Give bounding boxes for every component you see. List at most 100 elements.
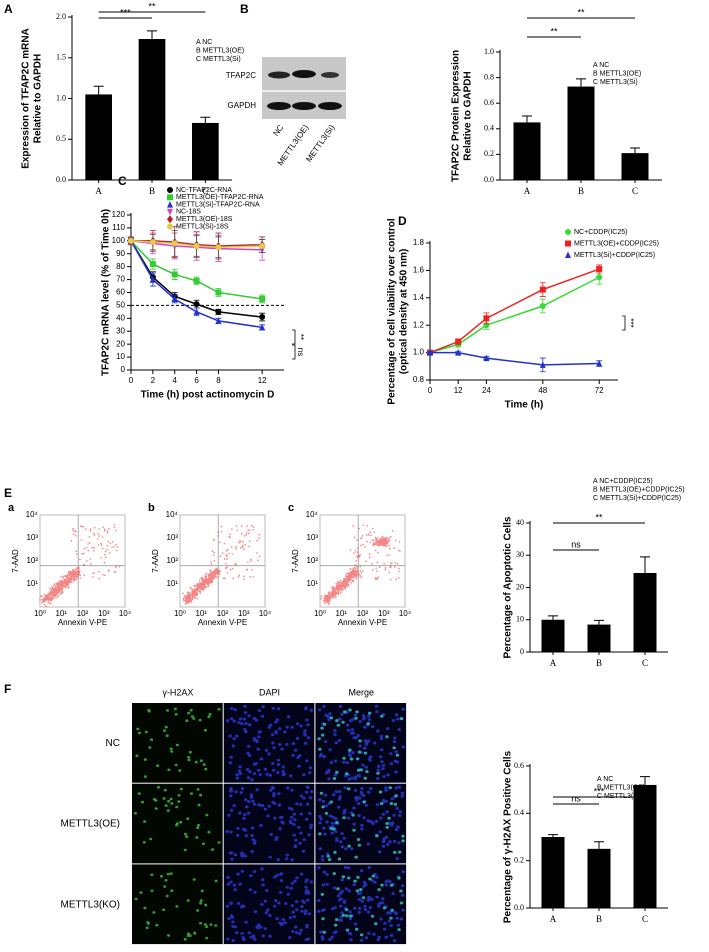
flow-x-tick-label: 10⁰ xyxy=(34,609,46,618)
x-tick-label: 0 xyxy=(129,376,134,385)
data-point xyxy=(596,360,603,367)
flow-y-label: 7-AAD xyxy=(11,549,20,573)
error-bar xyxy=(200,116,211,123)
data-point xyxy=(483,354,490,362)
flow-x-tick-label: 10⁰ xyxy=(314,609,326,618)
y-tick-label: 40 xyxy=(516,518,524,527)
flow-x-tick-label: 10¹ xyxy=(55,609,67,618)
data-point xyxy=(128,237,134,244)
flow-x-tick-label: 10² xyxy=(217,609,229,618)
legend-text: NC-TFAP2C-RNA xyxy=(176,187,232,194)
y-tick-label: 0.6 xyxy=(514,761,524,770)
data-point xyxy=(427,349,433,356)
legend-text: NC-18S xyxy=(176,209,201,216)
y-axis-label: TFAP2C Protein Expression xyxy=(451,50,462,182)
legend-text: METTL3(OE)-TFAP2C-RNA xyxy=(176,194,264,201)
flow-y-tick-label: 10³ xyxy=(166,533,178,542)
micrograph xyxy=(132,864,223,945)
data-point xyxy=(539,303,546,310)
significance-bracket xyxy=(292,344,296,360)
x-tick-label: 12 xyxy=(454,386,463,395)
y-tick-label: 1.0 xyxy=(56,93,66,102)
x-tick-label: 4 xyxy=(172,376,177,385)
nuclei xyxy=(134,872,218,941)
data-point xyxy=(193,277,200,284)
blot-row-label: TFAP2C xyxy=(226,71,256,80)
nuclei xyxy=(317,785,405,862)
panel-letter: B xyxy=(240,2,249,16)
data-point xyxy=(171,295,178,302)
flow-x-tick-label: 10⁴ xyxy=(399,609,412,618)
legend-text: METTL3(Si)-18S xyxy=(176,223,229,230)
flow-x-label: Annexin V-PE xyxy=(198,618,247,627)
flow-x-label: Annexin V-PE xyxy=(338,618,387,627)
significance-label: ** xyxy=(550,26,558,36)
legend-marker xyxy=(167,215,173,224)
x-tick-label: B xyxy=(149,186,155,196)
x-tick-label: B xyxy=(596,914,602,924)
x-tick-label: 72 xyxy=(595,386,604,395)
nuclei xyxy=(225,785,314,862)
data-point xyxy=(539,286,546,293)
blot-row-label: GAPDH xyxy=(228,101,257,110)
series-line xyxy=(130,240,263,300)
data-point xyxy=(171,271,178,278)
nuclei xyxy=(317,708,404,780)
flow-x-label: Annexin V-PE xyxy=(58,618,107,627)
significance-bracket xyxy=(292,329,296,345)
error-bar xyxy=(548,615,558,620)
y-tick-label: 40 xyxy=(116,313,125,322)
y-tick-label: 1.8 xyxy=(413,238,425,247)
y-axis-label: TFAP2C mRNA level (% of Time 0h) xyxy=(101,209,112,376)
blot-band xyxy=(318,102,342,110)
x-axis-label: Time (h) post actinomycin D xyxy=(141,390,275,401)
data-point xyxy=(149,261,156,268)
bar xyxy=(138,39,166,180)
y-tick-label: 0.0 xyxy=(484,175,494,184)
y-tick-label: 2.0 xyxy=(56,12,66,21)
micrograph-row-label: NC xyxy=(106,738,120,749)
x-tick-label: A xyxy=(550,914,557,924)
data-point xyxy=(215,289,222,296)
data-point xyxy=(171,240,178,247)
data-point xyxy=(259,314,266,321)
micrograph-row-label: METTL3(OE) xyxy=(61,819,120,830)
y-tick-label: 110 xyxy=(112,223,125,232)
flow-y-tick-label: 10² xyxy=(26,556,38,565)
legend-text: B METTL3(OE)+CDDP(IC25) xyxy=(593,486,685,493)
x-tick-label: A xyxy=(95,186,102,196)
flow-y-tick-label: 10² xyxy=(306,556,318,565)
y-tick-label: 0.6 xyxy=(484,98,494,107)
y-tick-label: 0.0 xyxy=(514,903,524,912)
panel-letter: A xyxy=(4,2,13,16)
legend-text: A NC+CDDP(IC25) xyxy=(593,478,653,485)
data-point xyxy=(596,274,603,281)
nuclei xyxy=(317,704,405,781)
x-tick-label: 8 xyxy=(216,376,221,385)
flow-x-tick-label: 10³ xyxy=(238,609,250,618)
series-line xyxy=(130,240,263,249)
x-tick-label: 24 xyxy=(482,386,491,395)
y-tick-label: 30 xyxy=(516,550,524,559)
x-tick-label: C xyxy=(632,186,638,196)
y-tick-label: 20 xyxy=(516,582,524,591)
micrograph-column-label: γ-H2AX xyxy=(162,687,193,697)
y-tick-label: 0.4 xyxy=(484,124,494,133)
flow-y-tick-label: 10² xyxy=(166,556,178,565)
legend-text: METTL3(Si)+CDDP(IC25) xyxy=(574,252,655,259)
error-bar xyxy=(640,776,650,785)
flow-x-tick-label: 10² xyxy=(77,609,89,618)
y-tick-label: 0.0 xyxy=(56,175,66,184)
x-tick-label: C xyxy=(642,914,648,924)
flow-y-label: 7-AAD xyxy=(151,549,160,573)
nuclei xyxy=(133,786,221,852)
flow-x-tick-label: 10⁴ xyxy=(119,609,132,618)
error-bar xyxy=(93,85,104,95)
data-point xyxy=(539,361,546,368)
y-tick-label: 80 xyxy=(116,262,125,271)
legend-marker xyxy=(167,194,173,201)
y-tick-label: 60 xyxy=(116,288,125,297)
data-point xyxy=(193,308,200,315)
y-tick-label: 90 xyxy=(116,249,125,258)
